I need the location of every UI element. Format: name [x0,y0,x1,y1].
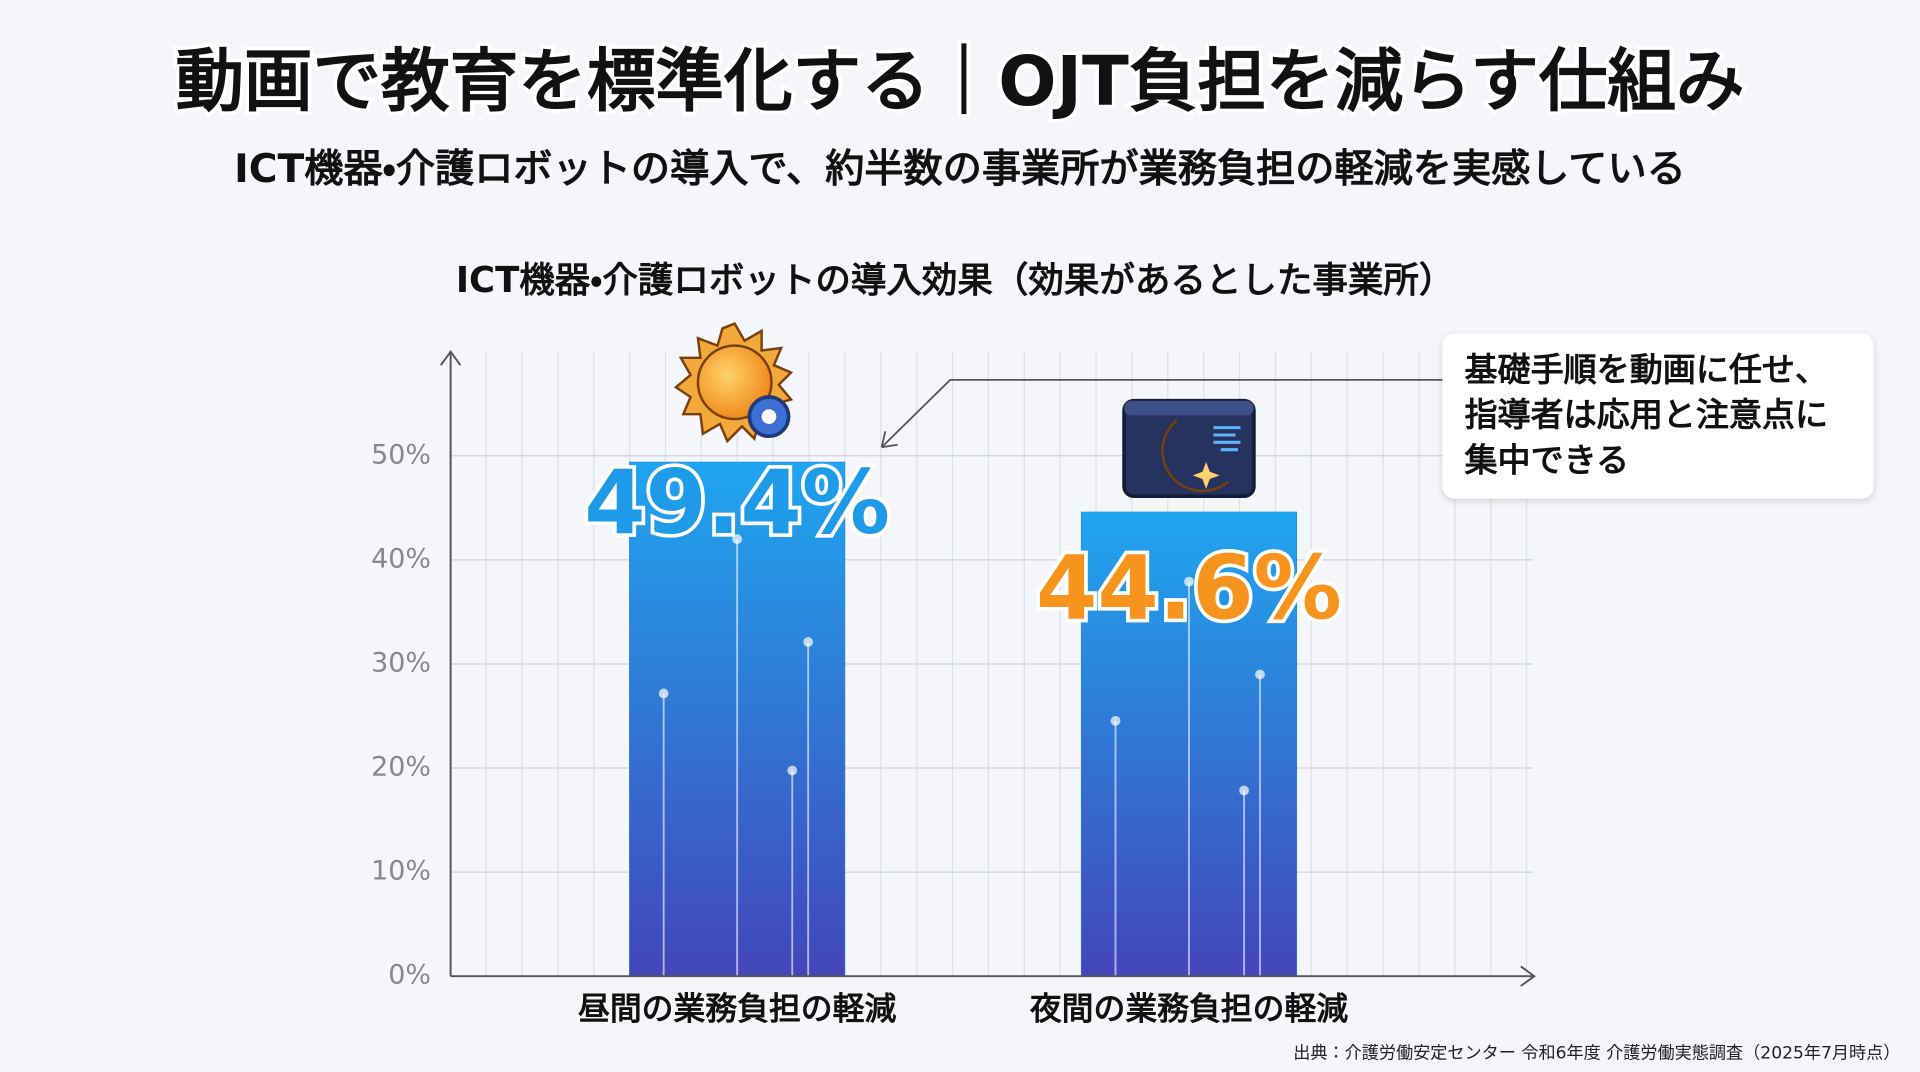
y-tick-label: 0% [388,960,431,991]
y-tick-label: 20% [371,752,431,783]
bar-decoration-dot [787,765,798,776]
y-tick-label: 10% [371,856,431,887]
bar-decoration-dot [1110,715,1121,726]
moon-icon [1122,398,1256,499]
bar-decoration-dot [658,688,669,699]
bar-decoration-dot [1239,785,1249,796]
bar-decoration-dot [1255,669,1265,680]
source: 出典：介護労働安定センター 令和6年度 介護労働実態調査（2025年7月時点） [1293,1043,1900,1063]
value-label: 44.6% [1036,537,1342,640]
annotation-line: 指導者は応用と注意点に [1464,395,1828,434]
annotation-arrow [880,378,1443,449]
y-tick-label: 30% [371,647,431,678]
y-tick-label: 40% [371,543,431,574]
annotation-line: 集中できる [1463,440,1629,479]
y-tick-label: 50% [371,439,431,470]
bar-decoration-dot [1184,576,1194,587]
bars [629,461,1298,977]
chart-title: ICT機器・介護ロボットの導入効果（効果があるとした事業所） [456,260,1455,301]
labels: 昼間の業務負担の軽減 49.4% 夜間の業務負担の軽減 44.6% [578,447,1348,1027]
x-tick-label: 昼間の業務負担の軽減 [578,989,896,1027]
annotation-box [1442,333,1874,499]
x-axis [450,965,1536,987]
grid: 0% 10% 20% 30% 40% 50% [371,351,1534,991]
bar-decoration-dot [732,534,743,545]
title: 動画で教育を標準化する｜OJT負担を減らす仕組み [175,42,1744,122]
annotation-line: 基礎手順を動画に任せ、 [1464,350,1828,389]
subtitle: ICT機器・介護ロボットの導入で、約半数の事業所が業務負担の軽減を実感している [234,147,1686,192]
x-tick-label: 夜間の業務負担の軽減 [1029,989,1348,1027]
value-label: 49.4% [584,451,890,554]
y-axis [440,350,462,977]
bar-decoration-dot [803,637,814,647]
sun-icon [673,322,794,444]
